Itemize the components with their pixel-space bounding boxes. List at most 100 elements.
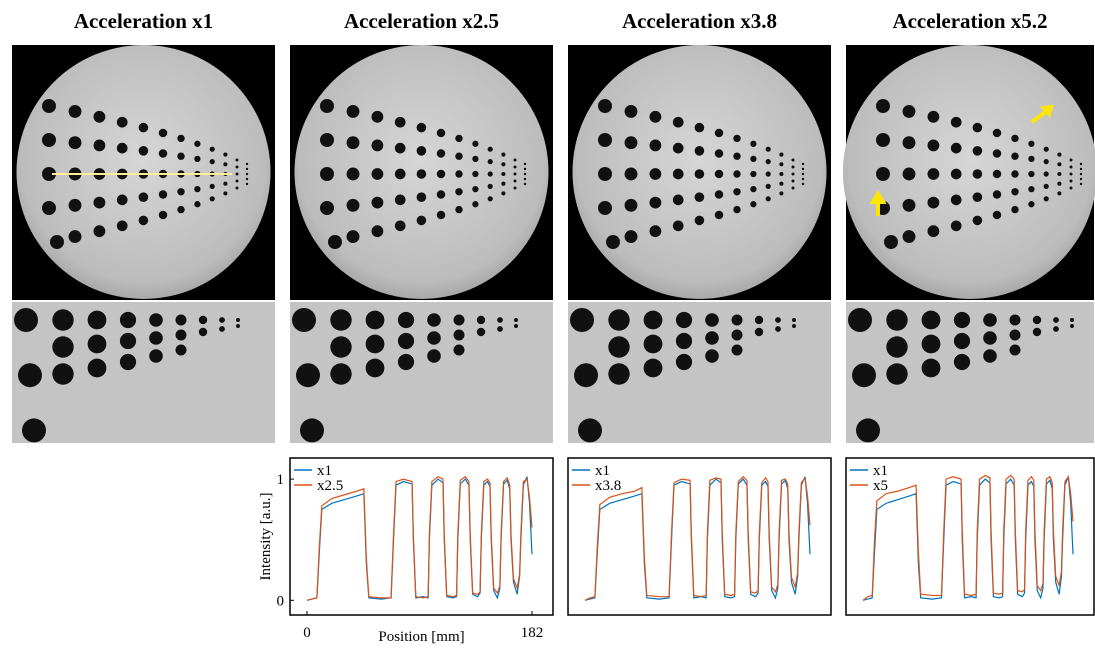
zoom-hole <box>119 311 137 329</box>
phantom-hole <box>694 215 705 226</box>
phantom-hole <box>649 110 662 123</box>
phantom-hole <box>328 235 342 249</box>
phantom-hole <box>779 152 784 157</box>
zoom-hole <box>296 363 320 388</box>
zoom-hole <box>754 327 764 337</box>
zoom-hole <box>397 311 415 329</box>
zoom-hole <box>675 311 693 329</box>
phantom-hole <box>209 146 215 152</box>
zoom-hole <box>731 329 743 341</box>
zoom-hole <box>453 329 465 341</box>
zoom-hole <box>175 329 187 341</box>
phantom-hole <box>68 104 82 118</box>
phantom-hole <box>487 159 493 165</box>
phantom-hole <box>649 196 662 209</box>
phantom-hole <box>876 133 890 147</box>
phantom-hole <box>416 192 427 202</box>
phantom-hole <box>245 172 249 176</box>
x-tick-label: 182 <box>521 625 544 641</box>
zoom-hole <box>1009 329 1021 341</box>
zoom-hole <box>198 315 208 325</box>
phantom-hole <box>42 167 56 181</box>
phantom-hole <box>801 172 805 176</box>
zoom-hole <box>608 309 630 331</box>
phantom-hole <box>235 186 239 190</box>
phantom-hole <box>194 155 201 163</box>
zoom-image <box>12 302 275 443</box>
phantom-hole <box>876 167 890 181</box>
phantom-hole <box>487 146 493 152</box>
zoom-hole <box>921 310 941 330</box>
phantom-hole <box>779 181 784 186</box>
zoom-hole <box>675 332 693 350</box>
phantom-hole <box>523 167 527 171</box>
phantom-hole <box>992 128 1002 138</box>
legend-label: x1 <box>317 463 332 479</box>
phantom-hole <box>1079 177 1083 181</box>
phantom-hole <box>436 149 446 158</box>
phantom-hole <box>1069 158 1073 162</box>
phantom-hole <box>455 170 463 178</box>
zoom-hole <box>365 334 385 354</box>
phantom-hole <box>371 196 384 209</box>
phantom-hole <box>523 182 527 186</box>
phantom-hole <box>68 136 82 150</box>
zoom-hole <box>953 353 971 371</box>
zoom-hole <box>427 331 441 345</box>
zoom-hole <box>476 315 486 325</box>
phantom-hole <box>902 104 916 118</box>
artifact-arrow <box>1030 104 1054 124</box>
phantom-hole <box>733 134 741 143</box>
phantom-hole <box>1028 201 1035 208</box>
phantom-hole <box>1069 179 1073 183</box>
zoom-hole <box>953 332 971 350</box>
phantom-hole <box>927 168 940 180</box>
phantom-hole <box>513 179 517 183</box>
phantom-hole <box>487 171 493 177</box>
zoom-hole <box>236 324 240 328</box>
phantom-hole <box>1028 155 1035 163</box>
phantom-hole <box>209 196 215 202</box>
phantom-hole <box>791 172 795 176</box>
zoom-image <box>568 302 831 443</box>
phantom-hole <box>624 136 638 150</box>
phantom-hole <box>672 220 684 232</box>
phantom-hole <box>194 140 201 147</box>
zoom-hole <box>643 310 663 330</box>
panel-title: Acceleration x5.2 <box>892 9 1047 33</box>
phantom-hole <box>1057 171 1062 177</box>
panel-title: Acceleration x2.5 <box>344 9 499 33</box>
phantom-hole <box>158 149 168 158</box>
zoom-hole <box>149 331 163 345</box>
phantom-hole <box>436 169 446 179</box>
data-line <box>584 475 811 601</box>
zoom-hole <box>1032 315 1042 325</box>
phantom-hole <box>320 99 334 113</box>
zoom-hole <box>365 358 385 378</box>
phantom-hole <box>501 171 506 177</box>
legend-label: x5 <box>873 478 888 494</box>
phantom-hole <box>598 201 612 215</box>
phantom-hole <box>394 194 406 206</box>
phantom-hole <box>223 181 228 186</box>
phantom-hole <box>972 192 983 202</box>
phantom-hole <box>346 136 360 150</box>
zoom-hole <box>608 363 630 385</box>
phantom-hole <box>50 235 64 249</box>
phantom-hole <box>245 177 249 181</box>
phantom-hole <box>801 167 805 171</box>
phantom-hole <box>235 165 239 169</box>
phantom-hole <box>436 128 446 138</box>
phantom-hole <box>624 230 638 244</box>
phantom-hole <box>606 235 620 249</box>
phantom-hole <box>138 192 149 202</box>
phantom-hole <box>1057 191 1062 196</box>
zoom-hole <box>921 358 941 378</box>
phantom-hole <box>416 122 427 133</box>
zoom-hole <box>149 349 163 363</box>
phantom-hole <box>750 155 757 163</box>
phantom-hole <box>158 190 168 199</box>
phantom-hole <box>733 188 741 196</box>
phantom-hole <box>177 188 185 196</box>
phantom-hole <box>245 182 249 186</box>
